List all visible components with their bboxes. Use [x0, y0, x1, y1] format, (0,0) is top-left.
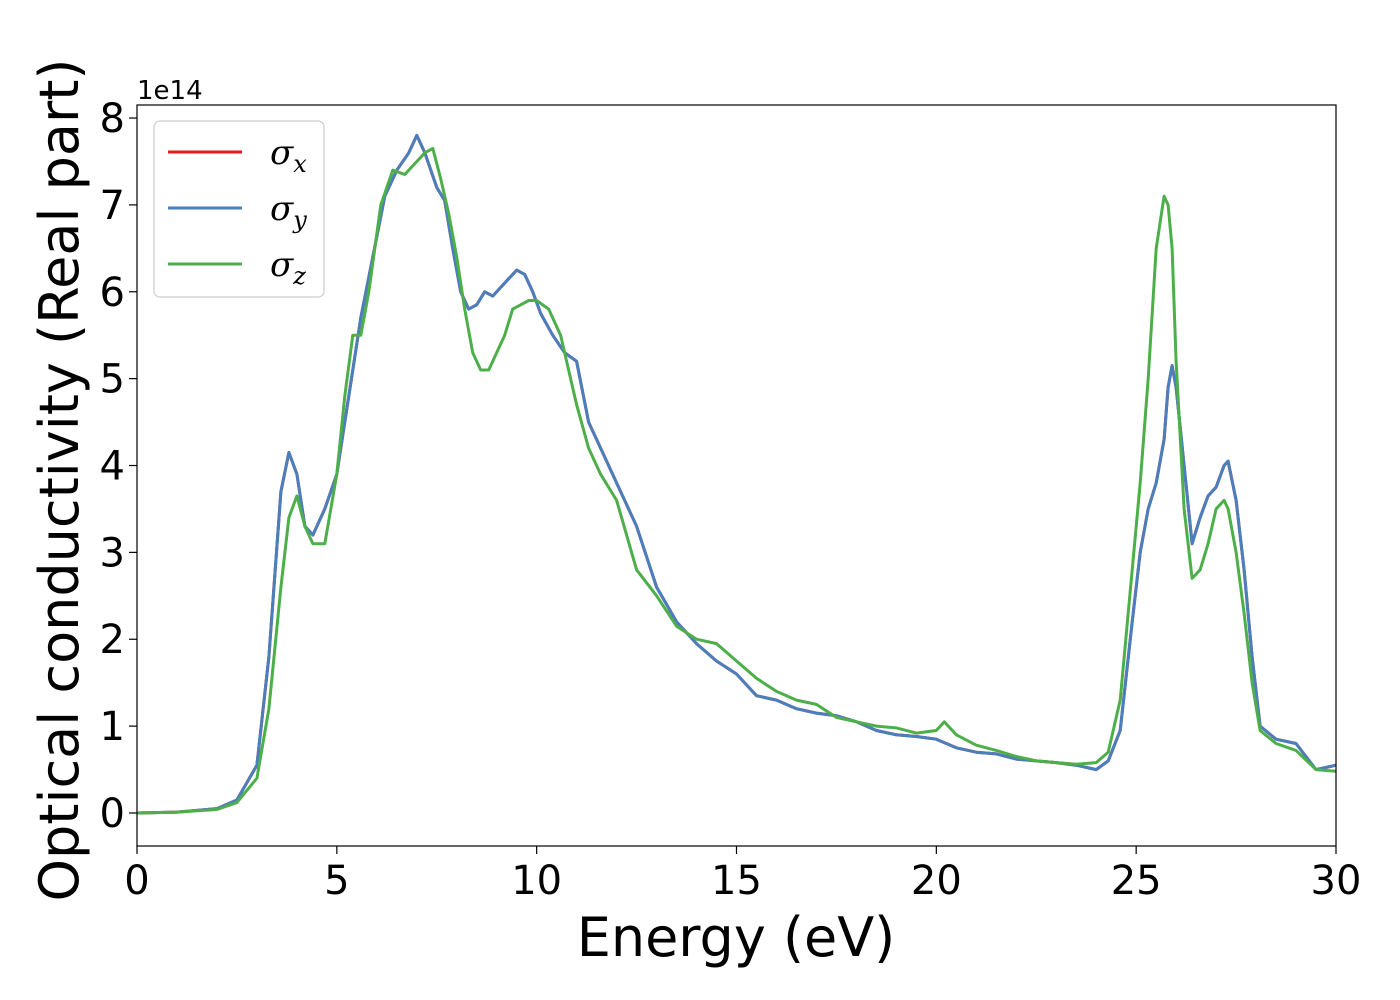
y-tick-label: 4: [100, 444, 125, 490]
y-axis-title: Optical conductivity (Real part): [28, 59, 91, 902]
y-tick-label: 3: [100, 530, 125, 576]
y-tick-label: 2: [100, 617, 125, 663]
y-tick-label: 5: [100, 357, 125, 403]
legend-label-y: σy: [270, 189, 307, 234]
x-tick-label: 15: [711, 858, 762, 904]
x-axis-ticks: 0 5 10 15 20 25 30: [124, 846, 1361, 904]
legend: σx σy σz: [153, 120, 325, 298]
y-offset-label: 1e14: [137, 76, 203, 106]
y-tick-label: 1: [100, 704, 125, 750]
y-tick-label: 6: [100, 270, 125, 316]
legend-label-z: σz: [270, 245, 306, 290]
x-tick-label: 30: [1311, 858, 1362, 904]
y-tick-label: 7: [100, 183, 125, 229]
x-tick-label: 20: [911, 858, 962, 904]
y-tick-label: 8: [100, 96, 125, 142]
legend-label-x: σx: [270, 133, 307, 178]
x-tick-label: 25: [1111, 858, 1162, 904]
series-line-z: [137, 146, 1336, 815]
x-tick-label: 0: [124, 858, 149, 904]
x-axis-title: Energy (eV): [577, 906, 896, 969]
x-tick-label: 5: [324, 858, 349, 904]
x-tick-label: 10: [511, 858, 562, 904]
y-tick-label: 0: [100, 791, 125, 837]
y-axis-ticks: 0 1 2 3 4 5 6 7 8: [100, 96, 137, 837]
